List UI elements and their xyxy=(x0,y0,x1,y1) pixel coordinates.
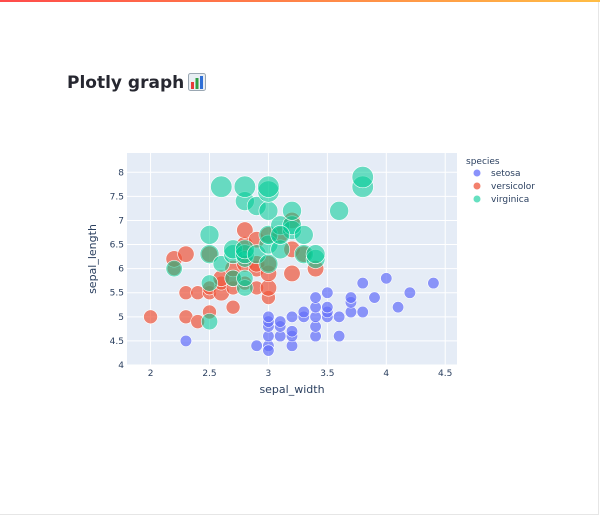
page-title: Plotly graph xyxy=(67,73,207,96)
marker-setosa[interactable] xyxy=(333,330,346,343)
x-axis-label: sepal_width xyxy=(259,383,324,396)
legend-label-virginica: virginica xyxy=(491,195,529,205)
legend[interactable]: species setosa versicolor virginica xyxy=(466,157,535,205)
marker-virginica[interactable] xyxy=(165,260,183,278)
marker-setosa[interactable] xyxy=(285,325,299,338)
marker-setosa[interactable] xyxy=(356,305,369,319)
y-tick-label: 4 xyxy=(118,361,124,371)
marker-virginica[interactable] xyxy=(200,274,219,292)
y-tick-label: 5.5 xyxy=(110,289,124,299)
marker-setosa[interactable] xyxy=(274,315,287,328)
marker-setosa[interactable] xyxy=(368,291,381,304)
series-virginica[interactable] xyxy=(165,166,374,331)
y-axis-tick-labels: 4 4.5 5 5.5 6 6.5 7 7.5 8 xyxy=(110,168,125,371)
marker-versicolor[interactable] xyxy=(283,264,301,283)
marker-versicolor[interactable] xyxy=(236,221,254,239)
marker-setosa[interactable] xyxy=(392,301,405,314)
page-title-text: Plotly graph xyxy=(67,73,185,93)
y-tick-label: 8 xyxy=(118,168,124,178)
legend-marker-virginica xyxy=(473,195,481,203)
marker-setosa[interactable] xyxy=(333,310,346,323)
y-tick-label: 7.5 xyxy=(110,192,124,202)
marker-setosa[interactable] xyxy=(262,344,275,357)
x-tick-label: 4 xyxy=(383,369,389,379)
marker-virginica[interactable] xyxy=(293,225,314,245)
y-tick-label: 6 xyxy=(118,265,124,275)
marker-versicolor[interactable] xyxy=(143,309,158,325)
legend-marker-setosa xyxy=(473,169,481,177)
y-tick-label: 6.5 xyxy=(110,241,124,251)
legend-item-virginica[interactable]: virginica xyxy=(473,195,530,205)
marker-setosa[interactable] xyxy=(309,291,322,304)
marker-virginica[interactable] xyxy=(199,225,220,245)
marker-setosa[interactable] xyxy=(321,301,334,314)
marker-virginica[interactable] xyxy=(351,166,374,189)
app-header-accent-bar xyxy=(0,0,600,2)
legend-label-versicolor: versicolor xyxy=(491,182,535,192)
marker-virginica[interactable] xyxy=(210,175,233,198)
y-axis-label: sepal_length xyxy=(86,224,99,294)
marker-virginica[interactable] xyxy=(329,201,349,221)
series-setosa[interactable] xyxy=(179,272,440,357)
x-tick-label: 2.5 xyxy=(202,369,216,379)
x-tick-label: 2 xyxy=(148,369,154,379)
marker-virginica[interactable] xyxy=(236,269,254,287)
marker-virginica[interactable] xyxy=(257,175,280,198)
scatter-markers[interactable] xyxy=(143,166,440,357)
marker-setosa[interactable] xyxy=(179,334,192,347)
marker-versicolor[interactable] xyxy=(259,279,277,297)
legend-title: species xyxy=(466,157,500,167)
marker-versicolor[interactable] xyxy=(225,299,241,315)
x-tick-label: 3 xyxy=(266,369,272,379)
marker-virginica[interactable] xyxy=(305,244,326,264)
bar-chart-emoji-icon xyxy=(188,73,207,96)
marker-virginica[interactable] xyxy=(270,225,291,245)
y-tick-label: 4.5 xyxy=(110,337,124,347)
marker-setosa[interactable] xyxy=(344,291,357,304)
marker-setosa[interactable] xyxy=(403,286,416,299)
x-axis-tick-labels: 2 2.5 3 3.5 4 4.5 xyxy=(148,369,453,379)
x-tick-label: 4.5 xyxy=(438,369,452,379)
marker-setosa[interactable] xyxy=(356,277,369,290)
marker-setosa[interactable] xyxy=(321,286,334,299)
y-tick-label: 7 xyxy=(118,216,124,226)
marker-setosa[interactable] xyxy=(262,310,275,323)
legend-item-setosa[interactable]: setosa xyxy=(473,169,521,179)
marker-virginica[interactable] xyxy=(282,201,302,221)
marker-setosa[interactable] xyxy=(380,272,393,285)
y-tick-label: 5 xyxy=(118,313,124,323)
legend-label-setosa: setosa xyxy=(491,169,520,179)
marker-setosa[interactable] xyxy=(427,277,440,290)
legend-marker-versicolor xyxy=(473,182,481,190)
marker-versicolor[interactable] xyxy=(177,245,195,263)
marker-virginica[interactable] xyxy=(233,175,256,198)
marker-setosa[interactable] xyxy=(285,310,299,323)
marker-setosa[interactable] xyxy=(250,339,263,352)
x-tick-label: 3.5 xyxy=(320,369,334,379)
legend-item-versicolor[interactable]: versicolor xyxy=(473,182,536,192)
marker-setosa[interactable] xyxy=(297,305,310,319)
marker-virginica[interactable] xyxy=(200,313,219,331)
